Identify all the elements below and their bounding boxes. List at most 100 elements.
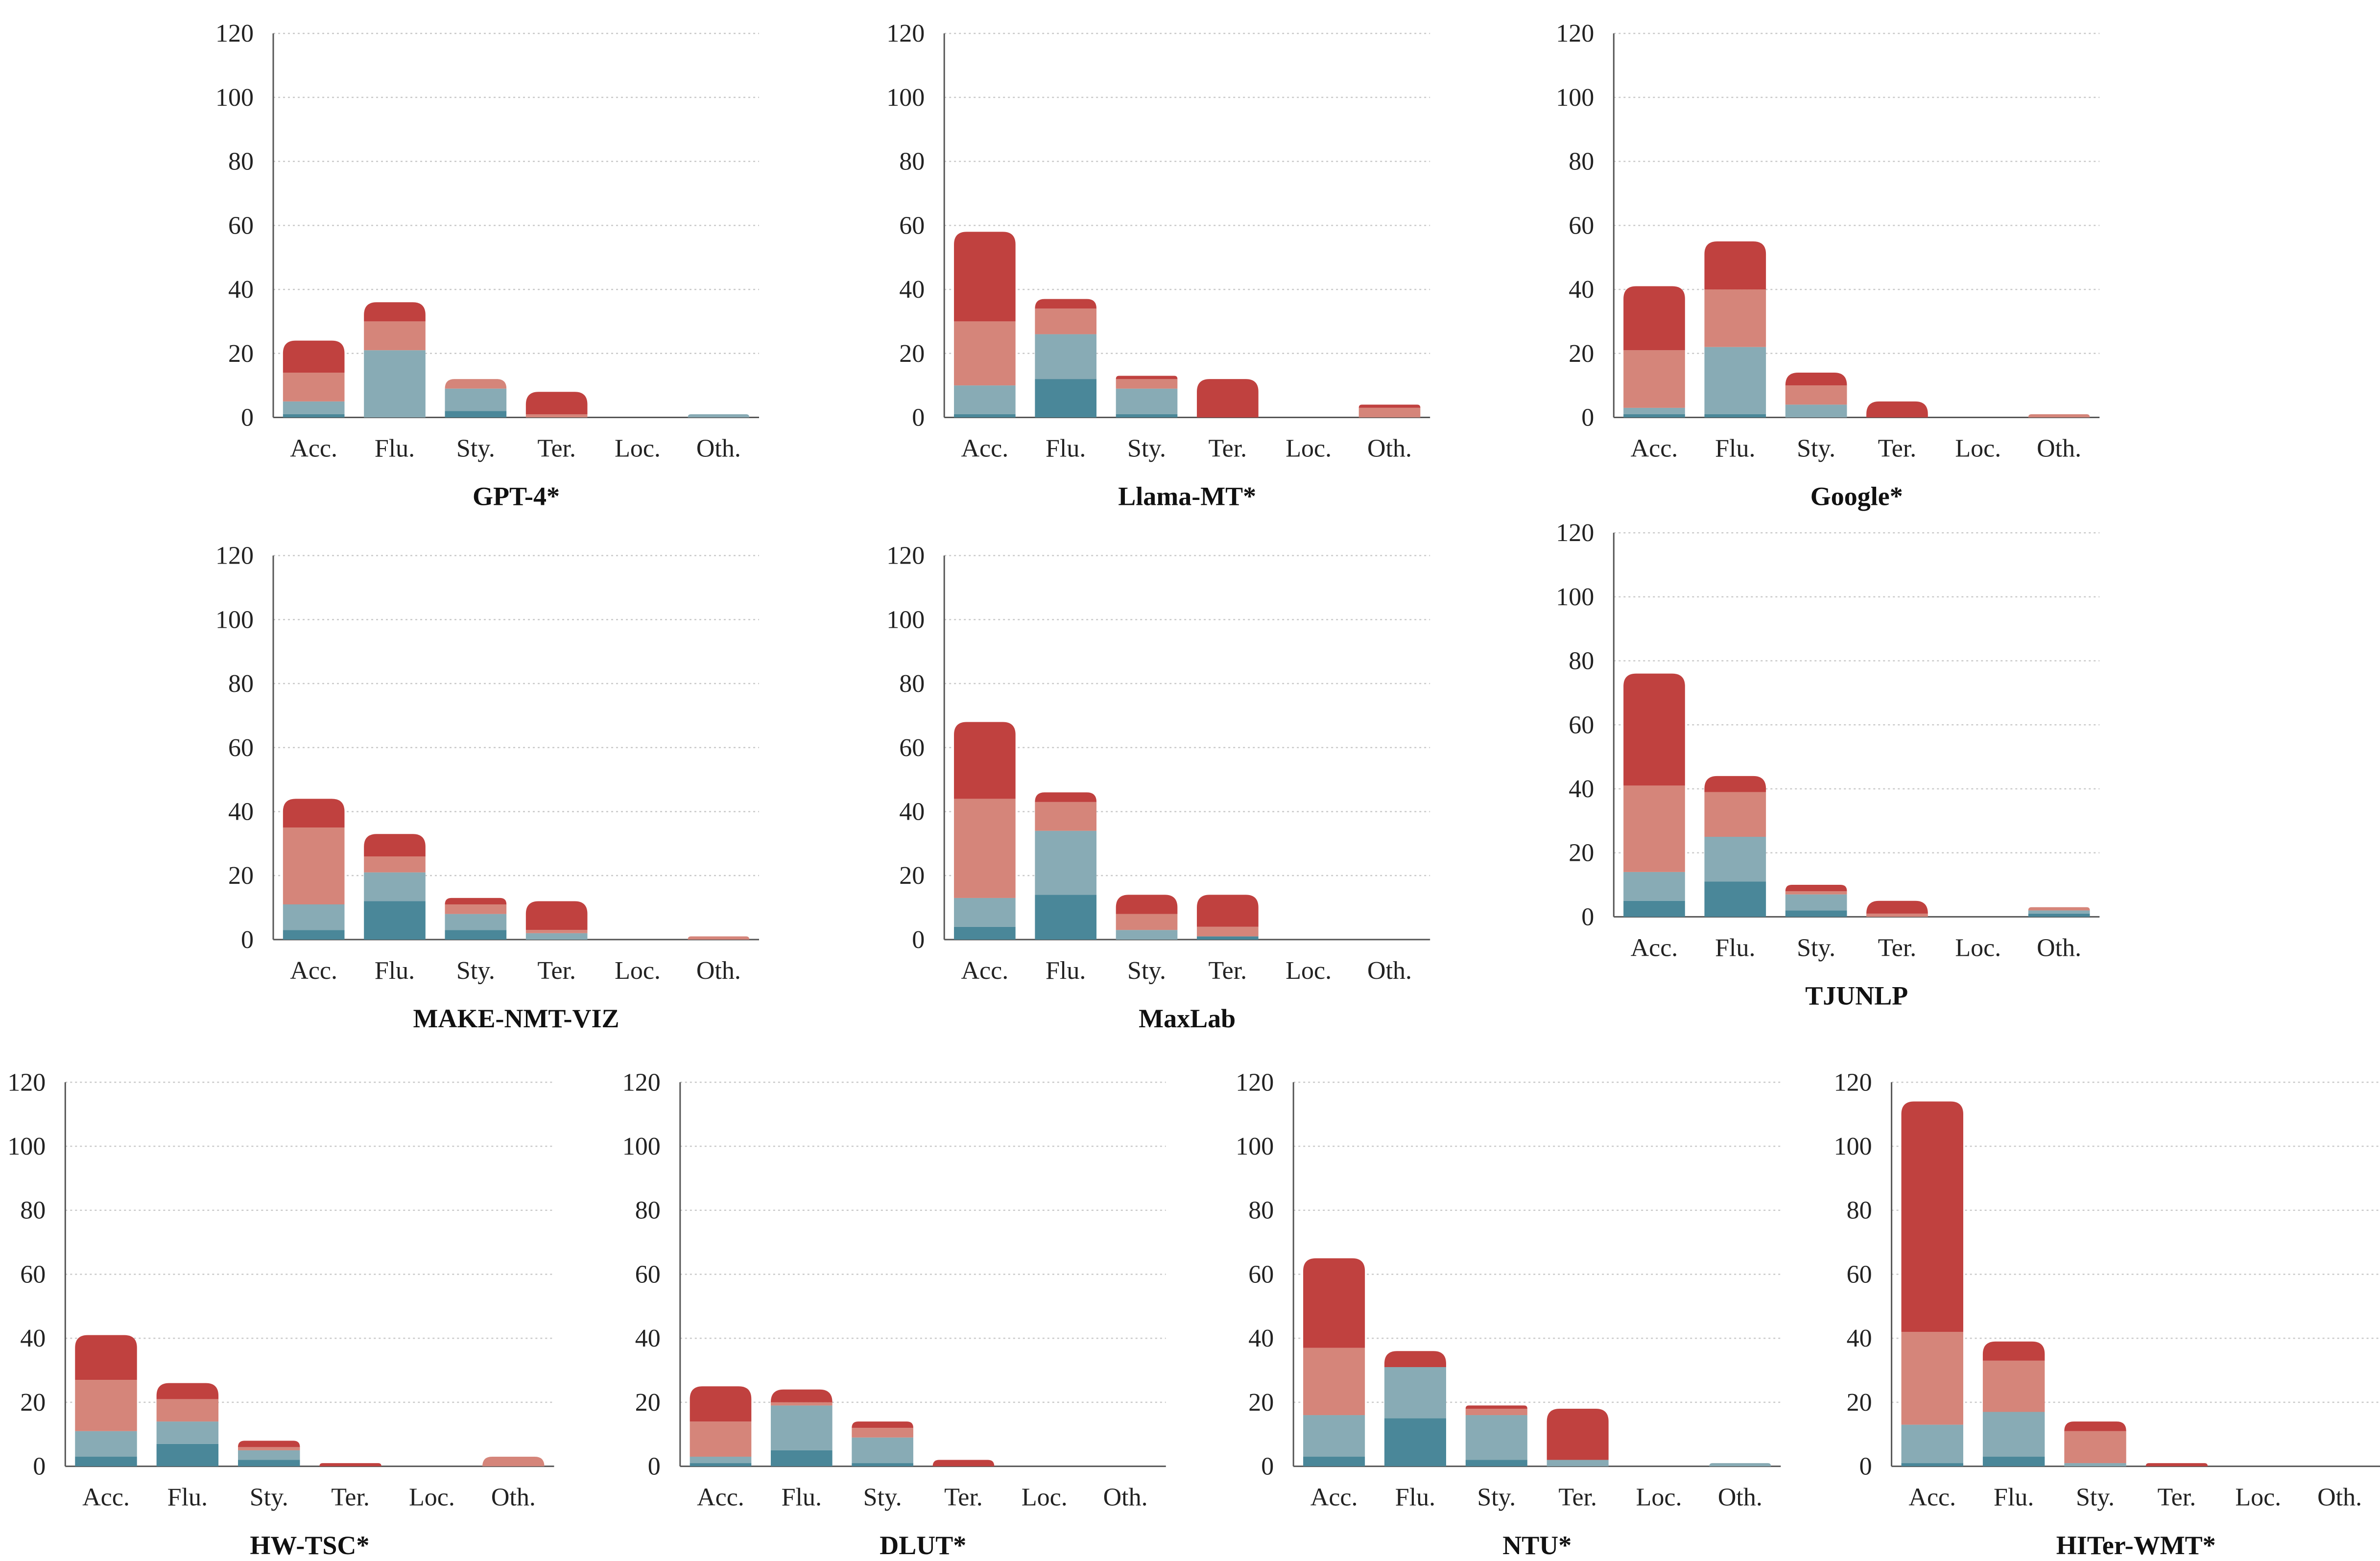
y-tick-label: 0 [912, 926, 925, 954]
x-tick-label: Oth. [2037, 435, 2081, 463]
bar-segment-s1 [283, 414, 345, 418]
bar-segment-s2 [364, 350, 426, 418]
bar-segment-s2 [75, 1431, 137, 1457]
bar-segment-s3 [1358, 407, 1421, 418]
bar-segment-s4 [1197, 379, 1259, 418]
y-tick-label: 60 [899, 212, 925, 239]
chart-panel: 0 20 40 60 80 100 120 Acc. Flu. Sty. Ter. Loc. Oth. H… [1834, 1068, 2380, 1560]
bar-segment-s4 [364, 302, 426, 322]
x-tick-label: Sty. [1127, 957, 1166, 985]
x-tick-label: Sty. [1797, 934, 1835, 962]
bar-segment-s3 [1197, 926, 1259, 937]
bar-segment-s4 [1035, 299, 1097, 309]
bar-segment-s3 [525, 414, 588, 418]
bar-segment-s3 [1704, 289, 1766, 347]
chart-title: MaxLab [1139, 1004, 1236, 1033]
bar-segment-s1 [1704, 881, 1766, 917]
x-tick-label: Sty. [2076, 1484, 2115, 1512]
y-tick-label: 20 [1569, 340, 1594, 368]
bar-segment-s4 [1785, 885, 1847, 892]
x-tick-label: Acc. [961, 957, 1009, 985]
bar-segment-s3 [1035, 308, 1097, 334]
chart-title: MAKE-NMT-VIZ [413, 1004, 619, 1033]
bar-segment-s4 [525, 392, 588, 414]
x-tick-label: Oth. [1718, 1484, 1762, 1512]
x-tick-label: Sty. [1127, 435, 1166, 463]
bar-segment-s3 [2064, 1431, 2126, 1464]
bar-segment-s2 [852, 1437, 913, 1464]
bar-segment-s2 [1035, 830, 1097, 895]
y-tick-label: 60 [228, 734, 254, 762]
y-tick-label: 120 [215, 542, 254, 570]
y-tick-label: 40 [228, 276, 254, 304]
y-tick-label: 0 [912, 404, 925, 432]
bar-segment-s3 [283, 828, 345, 905]
bar-segment-s1 [1982, 1456, 2045, 1466]
x-tick-label: Acc. [697, 1484, 744, 1512]
bar-segment-s1 [1035, 379, 1097, 418]
bar-segment-s2 [954, 898, 1016, 927]
bar-segment-s4 [1901, 1101, 1964, 1332]
x-tick-label: Oth. [696, 957, 741, 985]
y-tick-label: 120 [1236, 1068, 1274, 1096]
bar-segment-s2 [1623, 407, 1685, 414]
y-tick-label: 40 [899, 798, 925, 826]
bar-segment-s4 [1116, 376, 1178, 379]
bar-segment-s3 [1465, 1408, 1527, 1416]
bar-segment-s2 [1116, 930, 1178, 940]
y-tick-label: 100 [886, 606, 925, 634]
bar-segment-s2 [1785, 894, 1847, 911]
bar-segment-s4 [932, 1460, 995, 1466]
y-tick-label: 60 [1847, 1260, 1872, 1288]
y-tick-label: 20 [228, 340, 254, 368]
y-tick-label: 100 [215, 84, 254, 112]
x-tick-label: Flu. [1046, 435, 1086, 463]
bar-segment-s4 [1547, 1408, 1609, 1460]
bar-segment-s4 [1358, 404, 1421, 408]
bar-segment-s1 [238, 1460, 300, 1466]
y-tick-label: 40 [635, 1324, 661, 1352]
y-tick-label: 80 [228, 148, 254, 176]
x-tick-label: Ter. [1209, 957, 1247, 985]
y-tick-label: 60 [1248, 1260, 1274, 1288]
y-tick-label: 40 [20, 1324, 46, 1352]
chart-panel: 0 20 40 60 80 100 120 Acc. Flu. Sty. Ter. Loc. Oth. N… [1236, 1068, 1781, 1560]
y-tick-label: 0 [1581, 404, 1594, 432]
bar-segment-s4 [1785, 372, 1847, 386]
bar-segment-s4 [238, 1441, 300, 1447]
y-tick-label: 0 [1261, 1453, 1274, 1481]
y-tick-label: 60 [1569, 212, 1594, 239]
bar-segment-s1 [690, 1463, 752, 1466]
y-tick-label: 0 [241, 926, 254, 954]
x-tick-label: Ter. [537, 435, 576, 463]
bar-segment-s3 [482, 1456, 545, 1466]
x-tick-label: Flu. [375, 435, 415, 463]
y-tick-label: 100 [1556, 84, 1594, 112]
chart-title: HITer-WMT* [2056, 1531, 2216, 1560]
x-tick-label: Ter. [1878, 934, 1917, 962]
y-tick-label: 40 [899, 276, 925, 304]
bar-segment-s2 [1465, 1415, 1527, 1460]
y-tick-label: 20 [1248, 1389, 1274, 1417]
y-tick-label: 40 [1569, 775, 1594, 803]
x-tick-label: Loc. [1022, 1484, 1068, 1512]
y-tick-label: 120 [1556, 519, 1594, 547]
x-tick-label: Oth. [696, 435, 741, 463]
bar-segment-s1 [2028, 913, 2090, 917]
y-tick-label: 80 [20, 1197, 46, 1225]
bar-segment-s4 [364, 834, 426, 856]
y-tick-label: 100 [886, 84, 925, 112]
bar-segment-s2 [445, 388, 507, 411]
bar-segment-s1 [1623, 414, 1685, 418]
x-tick-label: Loc. [409, 1484, 455, 1512]
y-tick-label: 40 [1569, 276, 1594, 304]
y-tick-label: 100 [1834, 1133, 1872, 1160]
bar-segment-s3 [1866, 913, 1928, 917]
bar-segment-s3 [1785, 891, 1847, 895]
chart-panel: 0 20 40 60 80 100 120 Acc. Flu. Sty. Ter. Loc. Oth. G… [215, 20, 759, 511]
y-tick-label: 120 [1556, 20, 1594, 47]
x-tick-label: Loc. [1285, 435, 1332, 463]
x-tick-label: Oth. [1367, 957, 1412, 985]
bar-segment-s3 [1982, 1360, 2045, 1412]
